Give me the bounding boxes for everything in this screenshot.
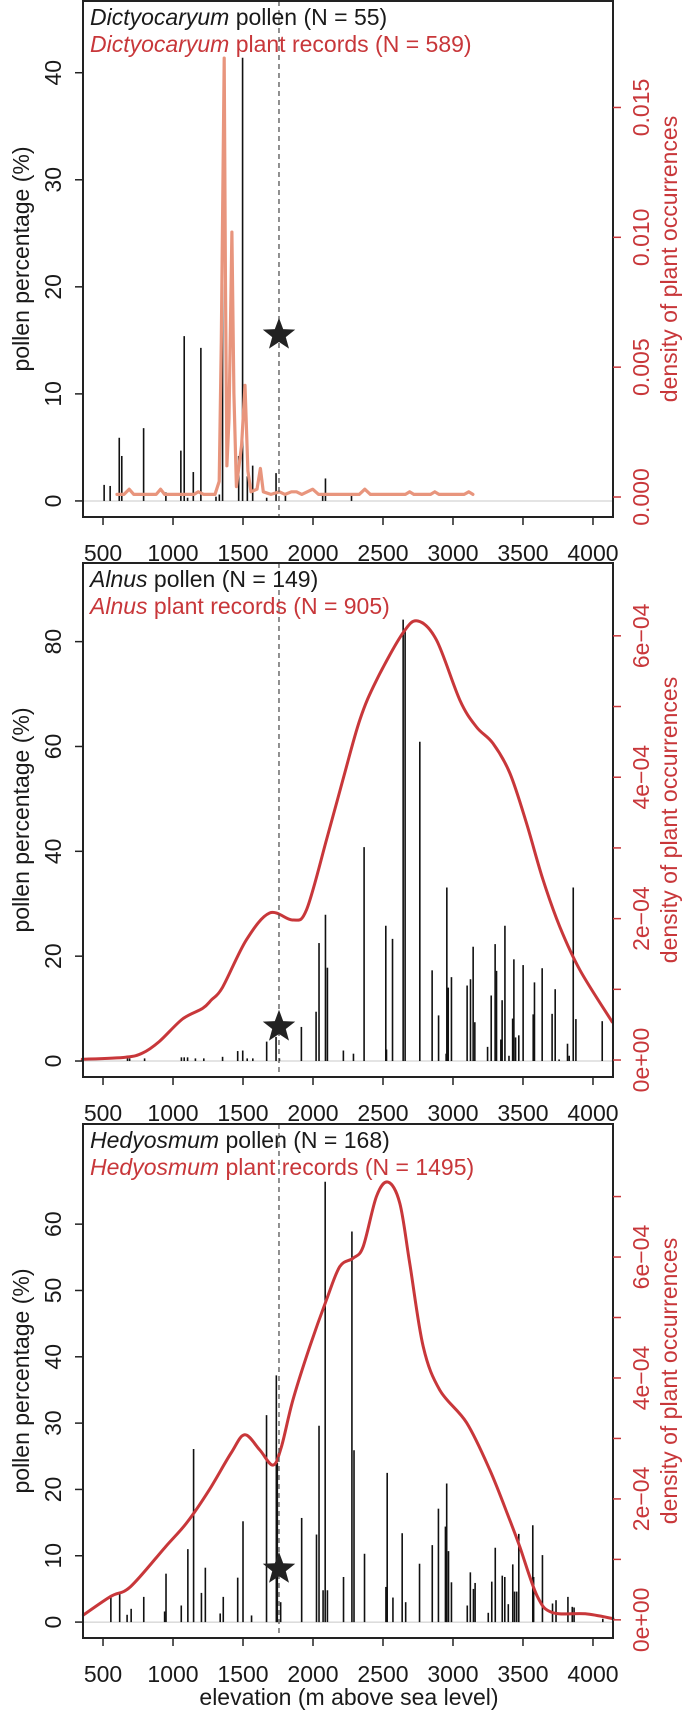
pollen-legend-text: pollen (N = 168) <box>219 1127 390 1153</box>
plant-records-legend-text: plant records (N = 905) <box>148 593 390 619</box>
density-curve <box>81 1180 615 1621</box>
y-right-axis-title: density of plant occurrences <box>656 1238 682 1524</box>
x-tick-label: 1000 <box>147 1661 198 1687</box>
x-tick-label: 1500 <box>217 540 268 566</box>
y-right-axis-title: density of plant occurrences <box>656 677 682 963</box>
x-tick-label: 500 <box>84 1661 122 1687</box>
y-left-tick-label: 40 <box>40 1344 66 1370</box>
pollen-legend-genus: Dictyocaryum <box>90 4 229 30</box>
x-tick-label: 3000 <box>427 1100 478 1126</box>
y-left-tick-label: 40 <box>40 60 66 86</box>
density-curve <box>80 619 614 1061</box>
plant-records-legend-genus: Alnus <box>88 593 148 619</box>
plant-records-legend-text: plant records (N = 1495) <box>219 1154 474 1180</box>
x-tick-label: 500 <box>84 540 122 566</box>
y-left-tick-label: 40 <box>40 839 66 865</box>
y-left-tick-label: 0 <box>40 1055 66 1068</box>
x-tick-label: 2000 <box>287 1100 338 1126</box>
x-tick-label: 2500 <box>357 540 408 566</box>
x-tick-label: 1500 <box>217 1661 268 1687</box>
y-left-tick-label: 80 <box>40 629 66 655</box>
pollen-legend-genus: Hedyosmum <box>90 1127 219 1153</box>
plant-records-legend: Dictyocaryum plant records (N = 589) <box>90 31 472 57</box>
site-star-marker <box>262 1552 296 1583</box>
y-left-axis-title: pollen percentage (%) <box>8 707 34 932</box>
x-tick-label: 2500 <box>357 1100 408 1126</box>
x-tick-label: 2000 <box>287 540 338 566</box>
y-right-tick-label: 2e−04 <box>628 1466 654 1531</box>
panel-hedyosmum: 500 1000 1500 2000 2500 3000 3500 4000 0 10 20 30 40… <box>8 1123 682 1687</box>
y-right-axis-title: density of plant occurrences <box>656 116 682 402</box>
plot-frame <box>82 1123 614 1639</box>
x-tick-label: 1500 <box>217 1100 268 1126</box>
y-right-tick-label: 6e−04 <box>628 1225 654 1290</box>
pollen-legend-text: pollen (N = 55) <box>229 4 387 30</box>
density-curve <box>115 56 475 496</box>
plant-records-legend-genus: Hedyosmum <box>90 1154 219 1180</box>
site-star-marker <box>262 317 296 349</box>
y-right-tick-label: 0e+00 <box>628 1588 654 1653</box>
pollen-legend: Alnus pollen (N = 149) <box>88 566 318 592</box>
y-right-tick-label: 0e+00 <box>628 1028 654 1093</box>
y-left-axis-title: pollen percentage (%) <box>8 1268 34 1493</box>
plant-records-legend-text: plant records (N = 589) <box>229 31 471 57</box>
y-left-tick-label: 30 <box>40 1410 66 1436</box>
x-tick-label: 500 <box>84 1100 122 1126</box>
y-left-tick-label: 60 <box>40 1211 66 1237</box>
plant-records-legend: Alnus plant records (N = 905) <box>88 593 390 619</box>
plot-frame <box>82 562 614 1078</box>
y-right-tick-label: 2e−04 <box>628 886 654 951</box>
y-left-tick-label: 50 <box>40 1278 66 1304</box>
x-tick-label: 1000 <box>147 540 198 566</box>
y-left-axis-title: pollen percentage (%) <box>8 146 34 371</box>
y-right-tick-label: 6e−04 <box>628 603 654 668</box>
site-star-marker <box>262 1009 296 1041</box>
y-right-tick-label: 4e−04 <box>628 745 654 810</box>
y-left-tick-label: 30 <box>40 167 66 193</box>
x-tick-label: 3000 <box>427 540 478 566</box>
y-left-tick-label: 20 <box>40 1477 66 1503</box>
pollen-legend: Hedyosmum pollen (N = 168) <box>90 1127 390 1153</box>
x-tick-label: 3500 <box>497 1100 548 1126</box>
x-tick-label: 4000 <box>567 1100 618 1126</box>
y-left-tick-label: 20 <box>40 274 66 300</box>
panel-dictyocaryum: 500 1000 1500 2000 2500 3000 3500 4000 0 10 20 30 40… <box>8 0 682 566</box>
y-right-tick-label: 4e−04 <box>628 1345 654 1410</box>
y-left-tick-label: 10 <box>40 381 66 407</box>
x-tick-label: 4000 <box>567 1661 618 1687</box>
y-left-tick-label: 60 <box>40 734 66 760</box>
pollen-legend: Dictyocaryum pollen (N = 55) <box>90 4 387 30</box>
y-right-tick-label: 0.000 <box>628 468 654 526</box>
x-tick-label: 2000 <box>287 1661 338 1687</box>
x-tick-label: 4000 <box>567 540 618 566</box>
x-tick-label: 3500 <box>497 540 548 566</box>
pollen-legend-genus: Alnus <box>88 566 148 592</box>
plant-records-legend-genus: Dictyocaryum <box>90 31 229 57</box>
pollen-legend-text: pollen (N = 149) <box>148 566 319 592</box>
y-right-tick-label: 0.015 <box>628 79 654 137</box>
plot-frame <box>82 0 614 518</box>
x-tick-label: 2500 <box>357 1661 408 1687</box>
plant-records-legend: Hedyosmum plant records (N = 1495) <box>90 1154 474 1180</box>
x-tick-label: 3500 <box>497 1661 548 1687</box>
y-left-tick-label: 0 <box>40 495 66 508</box>
x-tick-label: 1000 <box>147 1100 198 1126</box>
y-left-tick-label: 10 <box>40 1543 66 1569</box>
panel-alnus: 500 1000 1500 2000 2500 3000 3500 4000 0 20 40 60 80… <box>8 562 682 1126</box>
x-axis-title: elevation (m above sea level) <box>199 1684 498 1710</box>
x-tick-label: 3000 <box>427 1661 478 1687</box>
y-left-tick-label: 20 <box>40 943 66 969</box>
y-left-tick-label: 0 <box>40 1616 66 1629</box>
y-right-tick-label: 0.010 <box>628 209 654 267</box>
y-right-tick-label: 0.005 <box>628 338 654 396</box>
